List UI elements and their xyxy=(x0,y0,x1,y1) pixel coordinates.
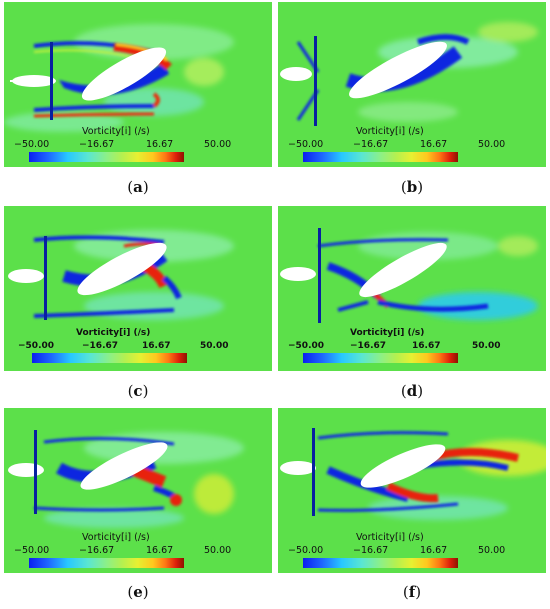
colorbar-title: Vorticity[i] (/s) xyxy=(356,532,424,543)
colorbar-tick-min: −50.00 xyxy=(288,341,325,351)
colorbar-tick-max: 50.00 xyxy=(472,341,501,351)
panel-a-vorticity-field: Vorticity[i] (/s) −50.00 −16.67 16.67 50… xyxy=(4,2,272,167)
panel-f-vorticity-field: Vorticity[i] (/s) −50.00 −16.67 16.67 50… xyxy=(278,408,546,573)
colorbar-tick-neg: −16.67 xyxy=(82,341,119,351)
colorbar-title: Vorticity[i] (/s) xyxy=(82,126,150,137)
colorbar-tick-min: −50.00 xyxy=(288,139,324,150)
panel-c-vorticity-field: Vorticity[i] (/s) −50.00 −16.67 16.67 50… xyxy=(4,206,272,371)
colorbar-tick-min: −50.00 xyxy=(14,545,50,556)
panel-e-vorticity-field: Vorticity[i] (/s) −50.00 −16.67 16.67 50… xyxy=(4,408,272,573)
colorbar-tick-min: −50.00 xyxy=(18,341,55,351)
colorbar xyxy=(29,152,184,162)
colorbar-tick-max: 50.00 xyxy=(478,139,506,150)
colorbar-tick-pos: 16.67 xyxy=(146,139,174,150)
colorbar-tick-max: 50.00 xyxy=(478,545,506,556)
colorbar xyxy=(32,353,187,363)
colorbar-title: Vorticity[i] (/s) xyxy=(76,328,151,338)
panel-a-caption: (a) xyxy=(127,178,149,196)
panel-e-caption: (e) xyxy=(127,583,149,601)
colorbar xyxy=(303,152,458,162)
panel-c-caption: (c) xyxy=(127,382,149,400)
colorbar-tick-neg: −16.67 xyxy=(79,139,115,150)
colorbar-tick-pos: 16.67 xyxy=(146,545,174,556)
colorbar-tick-pos: 16.67 xyxy=(142,341,171,351)
colorbar-tick-min: −50.00 xyxy=(288,545,324,556)
colorbar-title: Vorticity[i] (/s) xyxy=(82,532,150,543)
colorbar-title: Vorticity[i] (/s) xyxy=(350,328,425,338)
colorbar-tick-neg: −16.67 xyxy=(353,545,389,556)
colorbar xyxy=(29,558,184,568)
colorbar-tick-max: 50.00 xyxy=(204,545,232,556)
panel-d-caption: (d) xyxy=(400,382,424,400)
colorbar-tick-pos: 16.67 xyxy=(420,139,448,150)
colorbar xyxy=(303,353,458,363)
panel-d-vorticity-field: Vorticity[i] (/s) −50.00 −16.67 16.67 50… xyxy=(278,206,546,371)
colorbar-title: Vorticity[i] (/s) xyxy=(356,126,424,137)
colorbar-tick-neg: −16.67 xyxy=(353,139,389,150)
colorbar-tick-pos: 16.67 xyxy=(412,341,441,351)
colorbar xyxy=(303,558,458,568)
colorbar-tick-min: −50.00 xyxy=(14,139,50,150)
colorbar-tick-neg: −16.67 xyxy=(79,545,115,556)
panel-b-caption: (b) xyxy=(400,178,424,196)
panel-f-caption: (f) xyxy=(402,583,422,601)
panel-b-vorticity-field: Vorticity[i] (/s) −50.00 −16.67 16.67 50… xyxy=(278,2,546,167)
colorbar-tick-pos: 16.67 xyxy=(420,545,448,556)
colorbar-tick-neg: −16.67 xyxy=(350,341,387,351)
colorbar-tick-max: 50.00 xyxy=(204,139,232,150)
colorbar-tick-max: 50.00 xyxy=(200,341,229,351)
